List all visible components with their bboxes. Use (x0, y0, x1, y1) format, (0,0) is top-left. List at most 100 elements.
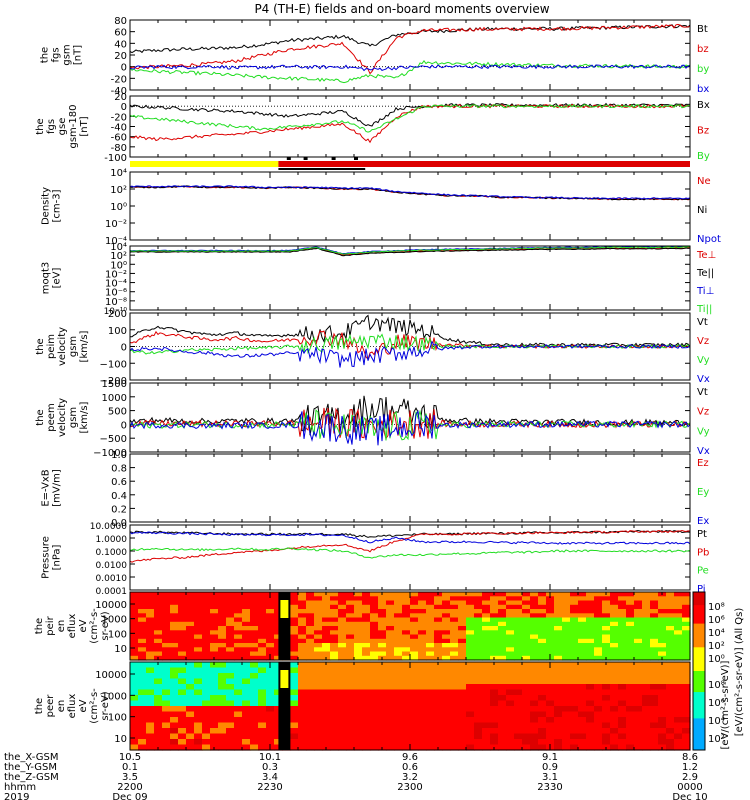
y-tick-label: 10⁻¹⁰ (104, 307, 128, 317)
x-tick-value: 0000 (677, 782, 702, 793)
heatmap-cell (394, 626, 403, 631)
heatmap-cell (602, 651, 611, 657)
heatmap-cell (378, 733, 387, 740)
heatmap-cell (642, 621, 651, 627)
ylabel-line: the (34, 698, 45, 714)
heatmap-cell (162, 634, 171, 640)
heatmap-cell (138, 651, 147, 657)
heatmap-cell (394, 609, 403, 614)
heatmap-cell (562, 600, 571, 606)
heatmap-cell (586, 717, 595, 724)
ylabel-line: the (35, 409, 46, 425)
heatmap-cell (370, 689, 379, 696)
heatmap-cell (458, 662, 467, 669)
heatmap-cell (602, 689, 611, 696)
heatmap-cell (618, 678, 627, 685)
ylabel-line: peim (46, 334, 57, 359)
heatmap-cell (226, 604, 235, 610)
heatmap-cell (434, 739, 443, 746)
heatmap-cell (434, 617, 443, 623)
heatmap-cell (226, 689, 235, 696)
heatmap-cell (682, 634, 691, 640)
heatmap-cell (522, 630, 531, 636)
heatmap-cell (186, 695, 195, 702)
heatmap-cell (354, 673, 363, 680)
heatmap-cell (674, 600, 683, 606)
heatmap-cell (650, 604, 659, 610)
heatmap-cell (586, 733, 595, 740)
heatmap-cell (250, 689, 259, 696)
heatmap-cell (314, 613, 323, 619)
heatmap-cell (306, 621, 315, 627)
heatmap-cell (650, 609, 659, 614)
heatmap-cell (266, 630, 275, 636)
heatmap-cell (178, 621, 187, 627)
heatmap-cell (202, 717, 211, 724)
heatmap-cell (514, 722, 523, 729)
heatmap-cell (306, 728, 315, 735)
heatmap-cell (170, 739, 179, 746)
heatmap-cell (674, 638, 683, 644)
heatmap-cell (298, 609, 307, 614)
heatmap-cell (530, 678, 539, 685)
heatmap-cell (218, 744, 227, 751)
heatmap-cell (210, 733, 219, 740)
heatmap-cell (186, 711, 195, 718)
heatmap-cell (538, 706, 547, 713)
heatmap-cell (594, 630, 603, 636)
data-gap-fill (280, 600, 289, 618)
heatmap-cell (354, 626, 363, 631)
heatmap-cell (346, 592, 355, 597)
heatmap-cell (626, 626, 635, 631)
heatmap-cell (674, 695, 683, 702)
heatmap-cell (162, 626, 171, 631)
heatmap-cell (474, 722, 483, 729)
heatmap-cell (330, 667, 339, 674)
heatmap-cell (618, 733, 627, 740)
heatmap-cell (474, 684, 483, 691)
heatmap-cell (426, 700, 435, 707)
heatmap-cell (642, 655, 651, 661)
heatmap-cell (498, 600, 507, 606)
heatmap-cell (498, 613, 507, 619)
heatmap-cell (578, 678, 587, 685)
figure-title: P4 (TH-E) fields and on-board moments ov… (254, 2, 549, 16)
heatmap-cell (546, 711, 555, 718)
heatmap-cell (362, 626, 371, 631)
heatmap-cell (362, 689, 371, 696)
heatmap-cell (594, 706, 603, 713)
heatmap-cell (194, 711, 203, 718)
heatmap-cell (650, 647, 659, 653)
heatmap-cell (602, 733, 611, 740)
ylabel-line: E=-VxB (41, 469, 52, 506)
heatmap-cell (578, 655, 587, 661)
heatmap-cell (218, 722, 227, 729)
heatmap-cell (578, 634, 587, 640)
heatmap-cell (602, 667, 611, 674)
heatmap-cell (330, 626, 339, 631)
heatmap-cell (682, 604, 691, 610)
heatmap-cell (586, 613, 595, 619)
heatmap-cell (586, 651, 595, 657)
heatmap-cell (418, 722, 427, 729)
heatmap-cell (394, 638, 403, 644)
heatmap-cell (426, 604, 435, 610)
heatmap-cell (386, 667, 395, 674)
heatmap-cell (202, 626, 211, 631)
heatmap-cell (130, 600, 139, 606)
heatmap-cell (322, 684, 331, 691)
heatmap-cell (218, 634, 227, 640)
heatmap-cell (410, 604, 419, 610)
heatmap-cell (378, 609, 387, 614)
heatmap-cell (146, 634, 155, 640)
heatmap-cell (570, 634, 579, 640)
colorbar-step (693, 663, 705, 667)
y-tick-label: 10⁰ (110, 260, 127, 271)
heatmap-cell (170, 678, 179, 685)
heatmap-cell (322, 689, 331, 696)
heatmap-cell (426, 728, 435, 735)
legend-Vz: Vz (697, 336, 709, 347)
heatmap-cell (386, 711, 395, 718)
heatmap-cell (410, 655, 419, 661)
heatmap-cell (602, 626, 611, 631)
